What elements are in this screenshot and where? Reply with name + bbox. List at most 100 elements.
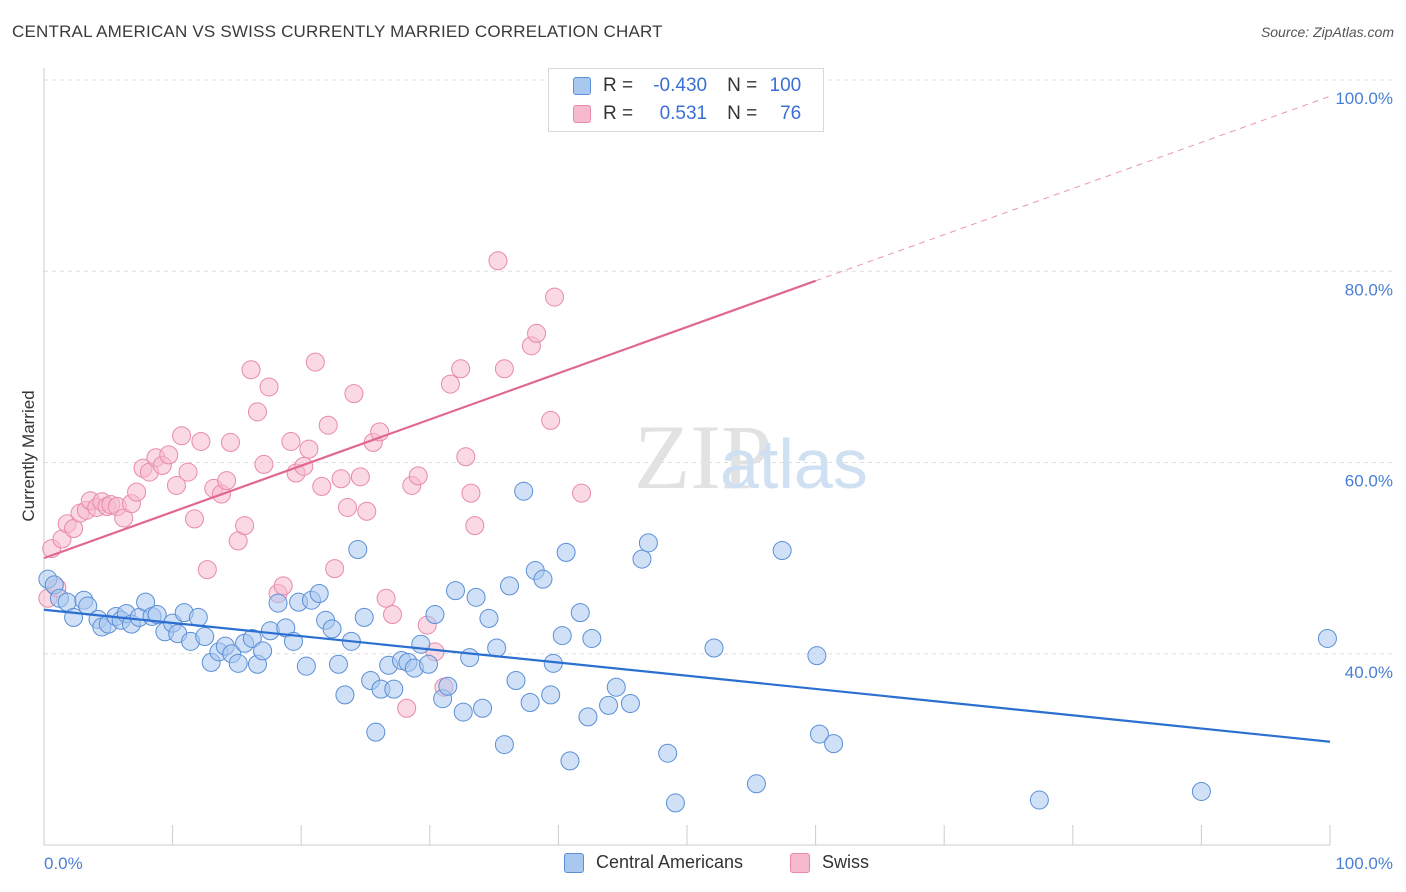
legend-r-label: R =	[603, 103, 634, 124]
pink-swatch-icon	[790, 852, 810, 873]
swiss-point	[465, 516, 485, 536]
swiss-point	[305, 352, 325, 372]
legend-row-central-americans: R = -0.430 N = 100	[573, 74, 801, 98]
tick-labels: 40.0% 60.0% 80.0% 100.0% 0.0% 100.0%	[44, 89, 1393, 873]
central-americans-point	[460, 648, 480, 668]
central-americans-point	[704, 638, 724, 658]
central-americans-point	[552, 626, 572, 646]
central-americans-point	[772, 540, 792, 560]
swiss-point	[337, 497, 357, 517]
central-americans-point	[487, 638, 507, 658]
central-americans-point	[658, 743, 678, 763]
swiss-point	[127, 482, 147, 502]
central-americans-point	[500, 576, 520, 596]
x-tick-label-max: 100.0%	[1335, 854, 1393, 873]
legend-label-swiss: Swiss	[822, 852, 870, 872]
central-americans-point	[479, 608, 499, 628]
central-americans-point	[520, 693, 540, 713]
blue-swatch-icon	[573, 77, 591, 95]
central-americans-point	[328, 654, 348, 674]
swiss-point	[440, 374, 460, 394]
swiss-point	[312, 476, 332, 496]
central-americans-point	[354, 607, 374, 627]
swiss-trend-extension	[815, 95, 1331, 282]
swiss-point	[541, 410, 561, 430]
central-americans-point	[188, 607, 208, 627]
swiss-point	[159, 445, 179, 465]
trend-lines	[43, 95, 1331, 743]
axes	[43, 68, 1331, 846]
pink-swatch-icon	[573, 105, 591, 123]
central-americans-point	[419, 654, 439, 674]
central-americans-point	[1191, 781, 1211, 801]
central-americans-point	[599, 695, 619, 715]
swiss-point	[220, 432, 240, 452]
central-americans-point	[606, 677, 626, 697]
swiss-point	[172, 426, 192, 446]
watermark: ZIP atlas	[634, 406, 868, 508]
swiss-point	[572, 483, 592, 503]
source-label: Source: ZipAtlas.com	[1260, 24, 1394, 40]
swiss-point	[235, 516, 255, 536]
y-tick-label: 40.0%	[1345, 663, 1393, 682]
central-americans-point	[807, 646, 827, 666]
central-americans-point	[578, 707, 598, 727]
central-americans-point	[335, 685, 355, 705]
swiss-trend-line	[43, 279, 816, 560]
swiss-point	[197, 560, 217, 580]
watermark-atlas: atlas	[720, 425, 868, 503]
legend-r-value: -0.430	[653, 75, 708, 96]
swiss-point	[217, 471, 237, 491]
central-americans-point	[425, 605, 445, 625]
central-americans-point	[494, 735, 514, 755]
central-americans-point	[473, 698, 493, 718]
swiss-point	[241, 360, 261, 380]
central-americans-point	[582, 628, 602, 648]
swiss-point	[281, 431, 301, 451]
central-americans-point	[309, 584, 329, 604]
legend-n-label: N =	[727, 75, 758, 96]
central-americans-point	[384, 679, 404, 699]
central-americans-point	[195, 627, 215, 647]
swiss-point	[331, 469, 351, 489]
central-americans-point	[746, 774, 766, 794]
swiss-point	[259, 377, 279, 397]
central-americans-point	[560, 751, 580, 771]
legend-n-value: 100	[769, 75, 802, 96]
swiss-point	[254, 454, 274, 474]
swiss-point	[494, 359, 514, 379]
central-americans-point	[632, 549, 652, 569]
legend-label-central-americans: Central Americans	[596, 852, 744, 872]
central-americans-point	[147, 605, 167, 625]
y-tick-label: 60.0%	[1345, 472, 1393, 491]
central-americans-point	[228, 653, 248, 673]
central-americans-point	[438, 676, 458, 696]
swiss-point	[456, 447, 476, 467]
swiss-point	[191, 431, 211, 451]
legend-row-swiss: R = 0.531 N = 76	[573, 102, 801, 126]
swiss-point	[273, 576, 293, 596]
central-americans-point	[533, 569, 553, 589]
central-americans-points	[38, 481, 1337, 813]
y-tick-label: 80.0%	[1345, 280, 1393, 299]
legend-r-label: R =	[603, 75, 634, 96]
swiss-point	[357, 501, 377, 521]
series-legend: Central Americans Swiss	[0, 852, 1406, 876]
swiss-point	[376, 588, 396, 608]
swiss-point	[318, 415, 338, 435]
central-americans-point	[809, 724, 829, 744]
central-americans-point	[638, 533, 658, 553]
swiss-point	[397, 698, 417, 718]
swiss-point	[294, 456, 314, 476]
central-americans-point	[348, 540, 368, 560]
swiss-point	[383, 605, 403, 625]
legend-item-central-americans: Central Americans	[564, 852, 743, 873]
central-americans-point	[466, 587, 486, 607]
central-americans-point	[366, 722, 386, 742]
swiss-point	[527, 323, 547, 343]
x-tick-label-min: 0.0%	[44, 854, 83, 873]
central-americans-point	[514, 481, 534, 501]
swiss-point	[178, 462, 198, 482]
central-americans-point	[322, 619, 342, 639]
central-americans-point	[824, 734, 844, 754]
